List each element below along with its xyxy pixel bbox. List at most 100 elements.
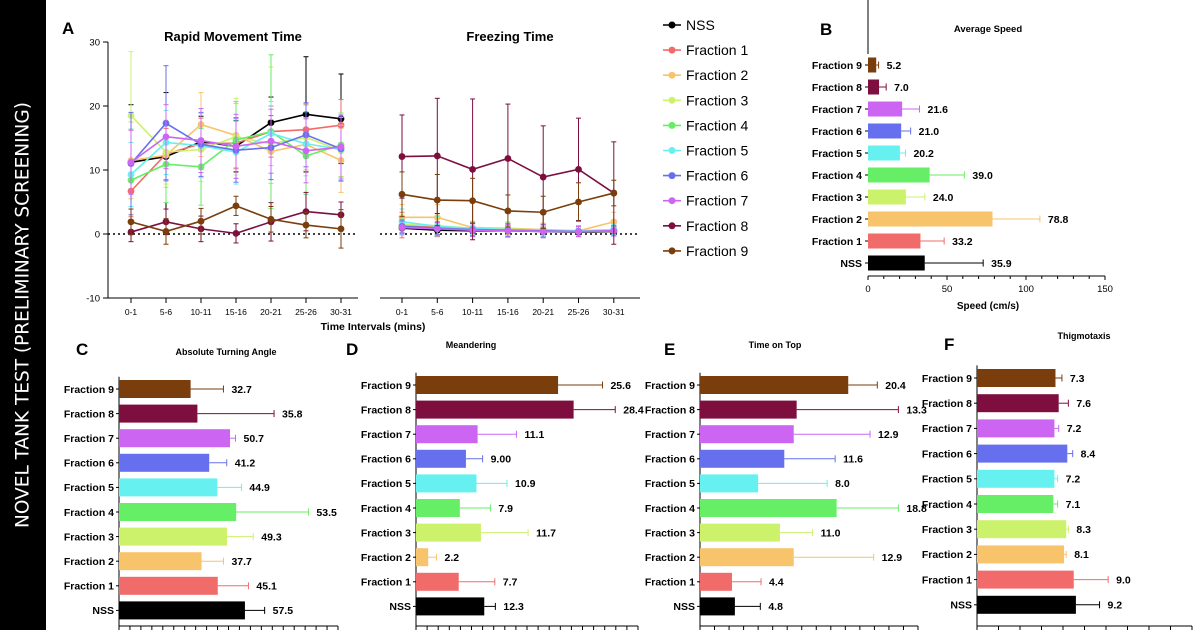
bar (700, 376, 849, 394)
bar (119, 404, 198, 423)
data-label: 33.2 (952, 236, 973, 248)
bar (977, 520, 1067, 539)
data-point (232, 229, 240, 237)
x-tick-label: 10-11 (462, 307, 483, 317)
data-label: 53.5 (316, 507, 337, 519)
x-tick-label: 10-11 (190, 307, 211, 317)
panel-letter-e: E (664, 340, 675, 359)
panel-letter-c: C (76, 340, 88, 359)
data-label: 7.9 (498, 503, 513, 515)
data-point (197, 217, 205, 225)
x-tick-label: 0-1 (125, 307, 138, 317)
data-label: 37.7 (231, 556, 252, 568)
bar (119, 429, 231, 448)
data-label: 20.4 (885, 380, 906, 392)
x-tick-label: 25-26 (295, 307, 317, 317)
data-label: 41.2 (235, 458, 256, 470)
data-point (398, 153, 406, 160)
x-tick-label: 0-1 (396, 307, 409, 317)
category-label: Fraction 6 (64, 458, 114, 470)
bar (868, 79, 880, 95)
data-label: 7.0 (894, 82, 909, 94)
data-point (398, 190, 406, 198)
category-label: Fraction 5 (64, 482, 114, 494)
data-label: 24.0 (933, 192, 954, 204)
category-label: Fraction 4 (361, 503, 411, 515)
data-label: 8.3 (1076, 524, 1091, 536)
category-label: Fraction 1 (922, 574, 972, 586)
data-label: 44.9 (249, 482, 270, 494)
chart-title: Time on Top (749, 340, 802, 350)
data-label: 13.3 (906, 404, 927, 416)
data-point (504, 207, 512, 215)
data-point (469, 197, 476, 205)
data-label: 18.8 (906, 503, 927, 515)
bar (977, 545, 1065, 564)
bar (700, 499, 837, 517)
x-tick-label: 15-16 (225, 307, 247, 317)
panel-letter-d: D (346, 340, 358, 359)
data-point (337, 143, 345, 151)
category-label: Fraction 2 (922, 549, 972, 561)
bar (700, 548, 794, 567)
data-label: 11.0 (821, 527, 841, 539)
x-tick-label: 30-31 (603, 307, 625, 317)
category-label: NSS (840, 258, 862, 270)
data-point (302, 208, 310, 216)
chart-title: Thigmotaxis (1057, 331, 1110, 341)
data-label: 7.2 (1066, 474, 1081, 486)
bar (868, 255, 925, 271)
bar (700, 474, 759, 493)
series-freezing-fraction-9 (398, 171, 618, 229)
bar (700, 425, 794, 444)
data-label: 11.7 (536, 527, 556, 539)
x-tick-label: 30-31 (330, 307, 352, 317)
data-point (539, 228, 547, 235)
category-label: NSS (673, 601, 695, 613)
y-tick-label: -10 (86, 294, 100, 305)
data-point (575, 228, 582, 235)
data-label: 12.9 (882, 552, 903, 564)
bar (700, 572, 732, 591)
data-label: 35.9 (991, 258, 1012, 270)
data-label: 2.2 (445, 552, 460, 564)
category-label: Fraction 4 (812, 170, 862, 182)
data-label: 7.6 (1076, 398, 1091, 410)
bar (119, 453, 210, 472)
data-label: 4.8 (768, 601, 783, 613)
data-point (302, 147, 310, 155)
x-tick-label: 5-6 (160, 307, 173, 317)
category-label: Fraction 8 (361, 404, 411, 416)
bar (119, 478, 218, 497)
data-point (610, 189, 618, 197)
x-tick-label: 100 (1018, 284, 1034, 295)
data-point (197, 137, 205, 144)
bar (416, 597, 485, 616)
data-label: 7.7 (503, 577, 518, 589)
category-label: Fraction 1 (645, 577, 695, 589)
data-point (398, 224, 406, 232)
data-label: 20.2 (913, 148, 934, 160)
category-label: Fraction 4 (64, 507, 114, 519)
bar (700, 449, 785, 468)
data-label: 78.8 (1048, 214, 1069, 226)
legend-marker (668, 222, 676, 230)
bar (700, 523, 780, 542)
bar (119, 503, 237, 521)
x-tick-label: 25-26 (568, 307, 590, 317)
category-label: Fraction 9 (64, 384, 114, 396)
bar (868, 57, 877, 73)
data-label: 8.1 (1074, 549, 1089, 561)
data-point (433, 225, 441, 233)
legend-label: Fraction 4 (686, 117, 748, 133)
category-label: Fraction 2 (645, 552, 695, 564)
category-label: Fraction 7 (361, 429, 411, 441)
data-point (433, 196, 441, 204)
data-point (127, 218, 135, 226)
data-label: 21.6 (928, 104, 949, 116)
bar (119, 380, 191, 398)
bar (868, 167, 930, 183)
chart-title: Meandering (446, 340, 497, 350)
data-point (539, 173, 547, 181)
bar (416, 400, 574, 419)
